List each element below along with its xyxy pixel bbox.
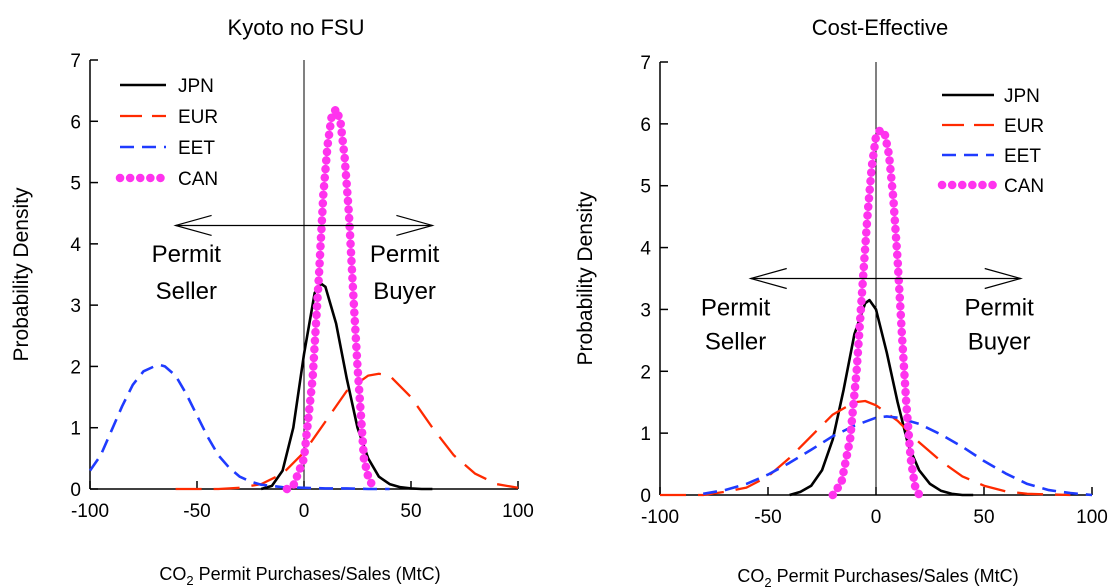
- annotation-label: Permit: [964, 295, 1034, 322]
- legend-label-jpn: JPN: [178, 76, 214, 97]
- x-tick-label: -100: [641, 507, 679, 528]
- y-tick-label: 2: [640, 362, 651, 383]
- x-tick-label: 50: [400, 501, 421, 522]
- legend-label-eet: EET: [1004, 146, 1041, 167]
- legend-label-can: CAN: [1004, 176, 1044, 197]
- x-tick-label: -50: [754, 507, 781, 528]
- y-tick-label: 5: [640, 177, 651, 198]
- y-tick-label: 3: [640, 300, 651, 321]
- series-line-jpn: [260, 282, 433, 491]
- x-axis-label: CO2 Permit Purchases/Sales (MtC): [159, 564, 440, 588]
- y-tick-label: 3: [70, 296, 81, 317]
- arrow-head-right: [984, 267, 1023, 290]
- chart-kyoto-no-fsu: Kyoto no FSU 0 1 2 3 4 5 6 7 -100 -50 0 50 100 Probabi…: [10, 15, 534, 588]
- annotation-label: Seller: [705, 329, 766, 356]
- x-tick-label: 100: [1076, 507, 1108, 528]
- y-axis-label: Probability Density: [10, 187, 33, 361]
- legend-label-eur: EUR: [1004, 116, 1044, 137]
- annotation-label: Seller: [156, 278, 217, 305]
- y-tick-label: 0: [70, 480, 81, 501]
- series-line-can: [828, 125, 924, 500]
- y-tick-label: 4: [640, 239, 651, 260]
- x-tick-label: 0: [871, 507, 882, 528]
- y-tick-label: 6: [70, 112, 81, 133]
- chart-title: Kyoto no FSU: [228, 15, 365, 40]
- y-tick-label: 7: [70, 51, 81, 72]
- y-tick-label: 1: [640, 424, 651, 445]
- arrow-head-right: [396, 214, 435, 237]
- x-axis-label: CO2 Permit Purchases/Sales (MtC): [737, 566, 1018, 588]
- legend: JPN EUR EET CAN: [937, 86, 1044, 197]
- annotation-label: Buyer: [968, 329, 1031, 356]
- legend-label-jpn: JPN: [1004, 86, 1040, 107]
- y-tick-label: 7: [640, 53, 651, 74]
- annotation-label: Permit: [701, 295, 771, 322]
- legend-label-eur: EUR: [178, 107, 218, 128]
- series-group: [660, 125, 1093, 500]
- legend-label-can: CAN: [178, 169, 218, 190]
- x-tick-label: 0: [299, 501, 310, 522]
- series-line-eet: [702, 415, 1093, 497]
- y-tick-label: 6: [640, 115, 651, 136]
- series-line-eet: [88, 363, 390, 491]
- annotation-label: Permit: [152, 241, 222, 268]
- x-tick-label: 100: [502, 501, 534, 522]
- y-tick-label: 4: [70, 235, 81, 256]
- chart-title: Cost-Effective: [812, 15, 949, 40]
- annotation-label: Buyer: [373, 278, 436, 305]
- y-tick-label: 1: [70, 419, 81, 440]
- annotation-label: Permit: [370, 241, 440, 268]
- y-tick-label: 0: [640, 486, 651, 507]
- y-axis-label: Probability Density: [574, 191, 597, 365]
- arrow-head-left: [173, 214, 212, 237]
- chart-cost-effective: Cost-Effective 0 1 2 3 4 5 6 7 -100 -50 0 50 100 Proba…: [574, 15, 1108, 588]
- y-tick-label: 2: [70, 357, 81, 378]
- series-line-jpn: [789, 298, 974, 497]
- x-tick-label: 50: [973, 507, 994, 528]
- series-line-can: [282, 104, 382, 494]
- series-group: [88, 104, 519, 494]
- series-line-eur: [175, 372, 519, 491]
- arrow-head-left: [748, 267, 787, 290]
- legend: JPN EUR EET CAN: [115, 76, 218, 190]
- series-line-eur: [660, 399, 1071, 497]
- legend-label-eet: EET: [178, 138, 215, 159]
- x-tick-label: -50: [183, 501, 210, 522]
- y-tick-label: 5: [70, 174, 81, 195]
- x-tick-label: -100: [71, 501, 109, 522]
